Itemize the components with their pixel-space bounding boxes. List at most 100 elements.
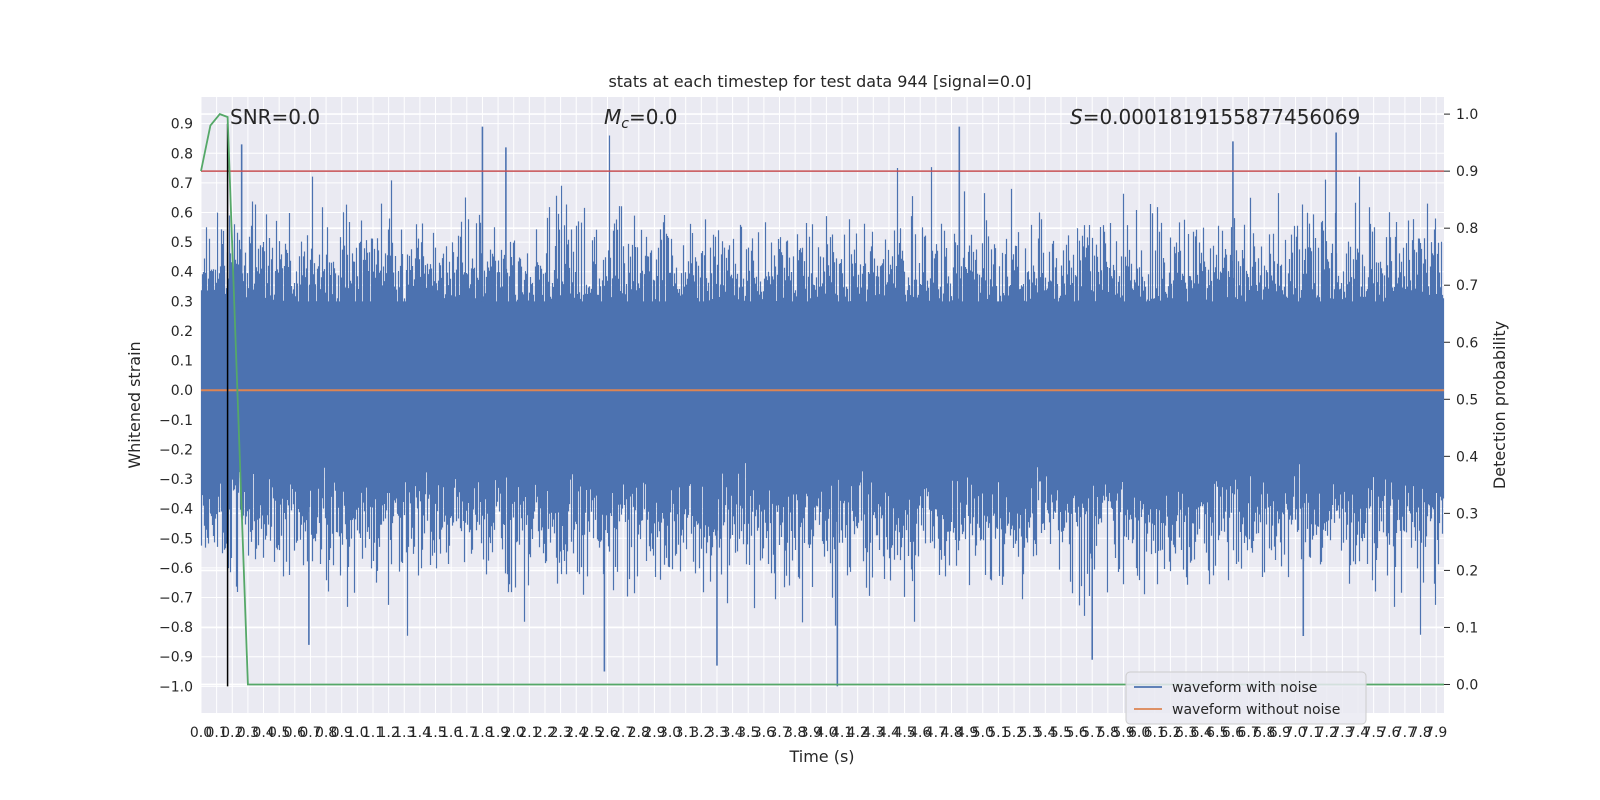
- x-tick-label: 7.0: [1284, 725, 1306, 741]
- x-tick-label: 0.0: [190, 725, 212, 741]
- x-tick-label: 2.1: [518, 725, 540, 741]
- right-y-tick-label: 0.5: [1456, 392, 1478, 408]
- x-axis-label: Time (s): [788, 747, 854, 766]
- x-tick-label: 2.0: [503, 725, 525, 741]
- x-tick-label: 7.5: [1363, 725, 1385, 741]
- y-tick-label: −0.4: [159, 502, 193, 518]
- x-tick-label: 4.8: [940, 725, 962, 741]
- x-tick-label: 4.7: [925, 725, 947, 741]
- y-tick-label: −0.8: [159, 620, 193, 636]
- x-tick-label: 1.5: [424, 725, 446, 741]
- x-tick-label: 5.2: [1003, 725, 1025, 741]
- y-tick-label: 0.8: [171, 146, 193, 162]
- x-tick-label: 4.0: [815, 725, 837, 741]
- right-y-tick-label: 0.1: [1456, 620, 1478, 636]
- x-tick-label: 5.1: [987, 725, 1009, 741]
- x-tick-label: 2.3: [549, 725, 571, 741]
- x-tick-label: 1.6: [440, 725, 462, 741]
- x-tick-label: 2.9: [643, 725, 665, 741]
- x-tick-label: 2.2: [534, 725, 556, 741]
- x-tick-label: 3.8: [784, 725, 806, 741]
- x-tick-label: 4.9: [956, 725, 978, 741]
- x-tick-label: 7.1: [1300, 725, 1322, 741]
- y-tick-label: 0.6: [171, 206, 193, 222]
- x-tick-label: 5.8: [1097, 725, 1119, 741]
- right-y-tick-label: 0.7: [1456, 278, 1478, 294]
- y-tick-label: 0.5: [171, 235, 193, 251]
- x-tick-label: 0.9: [331, 725, 353, 741]
- x-tick-label: 6.6: [1222, 725, 1244, 741]
- x-tick-label: 2.8: [628, 725, 650, 741]
- x-tick-label: 5.7: [1081, 725, 1103, 741]
- x-tick-label: 2.5: [581, 725, 603, 741]
- y-tick-label: −0.5: [159, 531, 193, 547]
- x-tick-label: 4.4: [878, 725, 900, 741]
- x-tick-label: 1.0: [346, 725, 368, 741]
- legend: waveform with noise waveform without nois…: [1125, 671, 1367, 725]
- x-tick-label: 3.7: [768, 725, 790, 741]
- x-tick-label: 7.7: [1394, 725, 1416, 741]
- x-tick-label: 0.5: [268, 725, 290, 741]
- x-tick-label: 4.1: [831, 725, 853, 741]
- x-tick-label: 2.6: [596, 725, 618, 741]
- y-tick-label: −0.2: [159, 442, 193, 458]
- x-tick-label: 6.0: [1128, 725, 1150, 741]
- right-y-tick-label: 0.8: [1456, 221, 1478, 237]
- y-tick-label: 0.7: [171, 176, 193, 192]
- x-tick-label: 1.7: [456, 725, 478, 741]
- s-symbol: S: [1070, 105, 1083, 129]
- x-tick-label: 3.5: [737, 725, 759, 741]
- x-tick-label: 0.8: [315, 725, 337, 741]
- axes: 0.00.10.20.30.40.50.60.70.80.91.01.11.21…: [159, 107, 1478, 741]
- y-tick-label: 0.0: [171, 383, 193, 399]
- x-tick-label: 3.1: [675, 725, 697, 741]
- y-axis-label-right: Detection probability: [1490, 321, 1509, 489]
- y-tick-label: 0.4: [171, 265, 193, 281]
- x-tick-label: 0.2: [221, 725, 243, 741]
- x-tick-label: 0.4: [252, 725, 274, 741]
- s-annotation: S=0.0001819155877456069: [1070, 105, 1360, 129]
- x-tick-label: 6.4: [1191, 725, 1213, 741]
- x-tick-label: 5.5: [1050, 725, 1072, 741]
- x-tick-label: 7.2: [1316, 725, 1338, 741]
- x-tick-label: 3.2: [690, 725, 712, 741]
- right-y-tick-label: 0.2: [1456, 563, 1478, 579]
- x-tick-label: 1.9: [487, 725, 509, 741]
- overlay-lines: [200, 113, 1444, 687]
- x-tick-label: 2.7: [612, 725, 634, 741]
- x-tick-label: 0.3: [237, 725, 259, 741]
- x-tick-label: 1.1: [362, 725, 384, 741]
- legend-entry-label: waveform without noise: [1172, 702, 1340, 718]
- y-tick-label: 0.2: [171, 324, 193, 340]
- x-tick-label: 5.4: [1034, 725, 1056, 741]
- y-tick-label: 0.3: [171, 294, 193, 310]
- x-tick-label: 7.8: [1409, 725, 1431, 741]
- x-tick-label: 4.2: [847, 725, 869, 741]
- mc-annotation: Mc=0.0: [604, 105, 678, 132]
- x-tick-label: 4.3: [862, 725, 884, 741]
- x-tick-label: 1.2: [377, 725, 399, 741]
- right-y-tick-label: 0.3: [1456, 506, 1478, 522]
- legend-entry-label: waveform with noise: [1172, 680, 1317, 696]
- right-y-tick-label: 0.4: [1456, 449, 1478, 465]
- x-tick-label: 1.3: [393, 725, 415, 741]
- x-tick-label: 6.2: [1159, 725, 1181, 741]
- detection-probability-line: [200, 113, 1444, 686]
- mc-subscript: c: [621, 116, 629, 132]
- x-tick-label: 6.5: [1206, 725, 1228, 741]
- y-axis-label: Whitened strain: [125, 341, 144, 468]
- y-tick-label: −0.6: [159, 561, 193, 577]
- mc-symbol: M: [604, 105, 621, 129]
- y-tick-label: −0.7: [159, 591, 193, 607]
- right-y-tick-label: 0.0: [1456, 677, 1478, 693]
- legend-box: [1125, 671, 1367, 725]
- x-tick-label: 6.3: [1175, 725, 1197, 741]
- x-tick-label: 4.5: [893, 725, 915, 741]
- x-tick-label: 5.0: [972, 725, 994, 741]
- y-tick-label: −0.3: [159, 472, 193, 488]
- right-y-tick-label: 0.6: [1456, 335, 1478, 351]
- y-tick-label: −1.0: [159, 679, 193, 695]
- x-tick-label: 3.9: [800, 725, 822, 741]
- x-tick-label: 2.4: [565, 725, 587, 741]
